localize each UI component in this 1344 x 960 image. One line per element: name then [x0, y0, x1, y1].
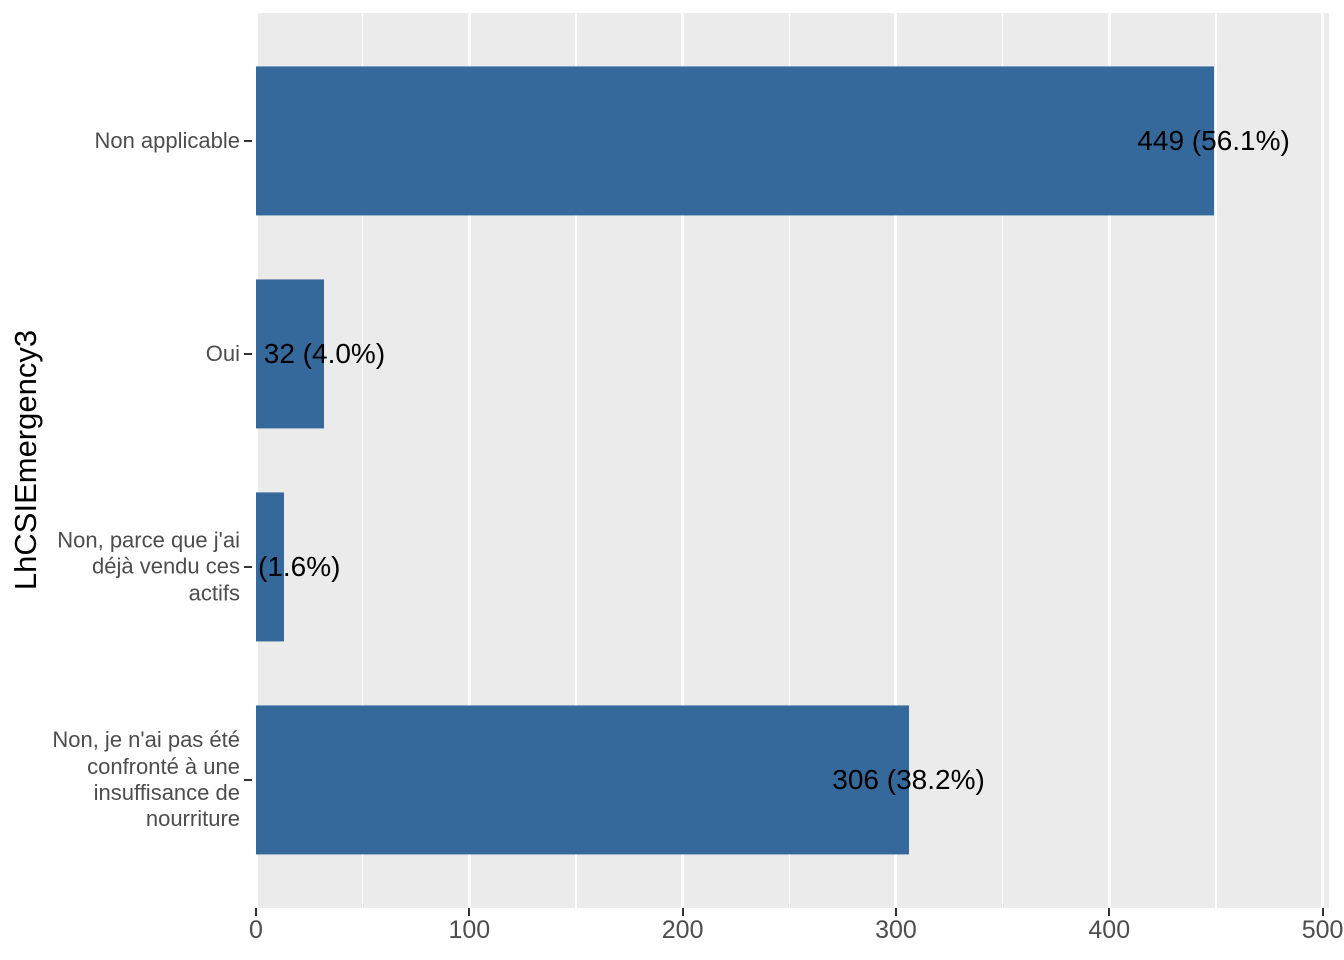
- x-tick-mark: [681, 908, 684, 916]
- gridline-major: [256, 13, 258, 908]
- gridline-minor: [575, 13, 577, 908]
- bar: [256, 705, 909, 855]
- gridline-major: [1107, 13, 1111, 908]
- x-tick-mark: [468, 908, 471, 916]
- y-tick-label: Non, parce que j'ai déjà vendu ces actif…: [57, 527, 240, 606]
- gridline-minor: [788, 13, 791, 908]
- bar: [256, 279, 325, 429]
- y-tick-label: Oui: [205, 340, 240, 366]
- x-tick-mark: [1321, 908, 1324, 916]
- y-tick-mark: [244, 779, 252, 782]
- x-tick-label: 0: [249, 916, 263, 944]
- x-tick-label: 500: [1301, 916, 1344, 944]
- bar: [256, 66, 1214, 216]
- gridline-minor: [1001, 13, 1004, 908]
- bar: [256, 492, 284, 642]
- x-tick-label: 400: [1088, 916, 1131, 944]
- bar-value-label: 449 (56.1%): [1137, 124, 1290, 156]
- y-tick-mark: [244, 352, 252, 355]
- x-tick-label: 300: [875, 916, 917, 944]
- bar-value-label: 306 (38.2%): [832, 764, 985, 796]
- plot-panel: 449 (56.1%) 32 (4.0%) (1.6%) 306 (38.2%): [256, 13, 1329, 908]
- x-tick-label: 200: [661, 916, 704, 944]
- bar-value-label: (1.6%): [258, 551, 341, 583]
- x-tick-label: 100: [448, 916, 491, 944]
- gridline-major: [467, 13, 471, 908]
- x-tick-mark: [255, 908, 257, 916]
- y-tick-label: Non applicable: [94, 127, 240, 153]
- y-tick-label: Non, je n'ai pas été confronté à une ins…: [52, 727, 240, 832]
- gridline-major: [894, 13, 898, 908]
- x-tick-mark: [1108, 908, 1111, 916]
- bar-value-label: 32 (4.0%): [263, 337, 386, 369]
- gridline-major: [681, 13, 685, 908]
- y-tick-mark: [244, 139, 252, 142]
- gridline-minor: [361, 13, 364, 908]
- gridline-major: [1321, 13, 1325, 908]
- y-axis-labels: Non applicable Oui Non, parce que j'ai déj…: [0, 0, 240, 960]
- x-tick-mark: [894, 908, 897, 916]
- y-tick-mark: [244, 566, 252, 569]
- gridline-minor: [1215, 13, 1217, 908]
